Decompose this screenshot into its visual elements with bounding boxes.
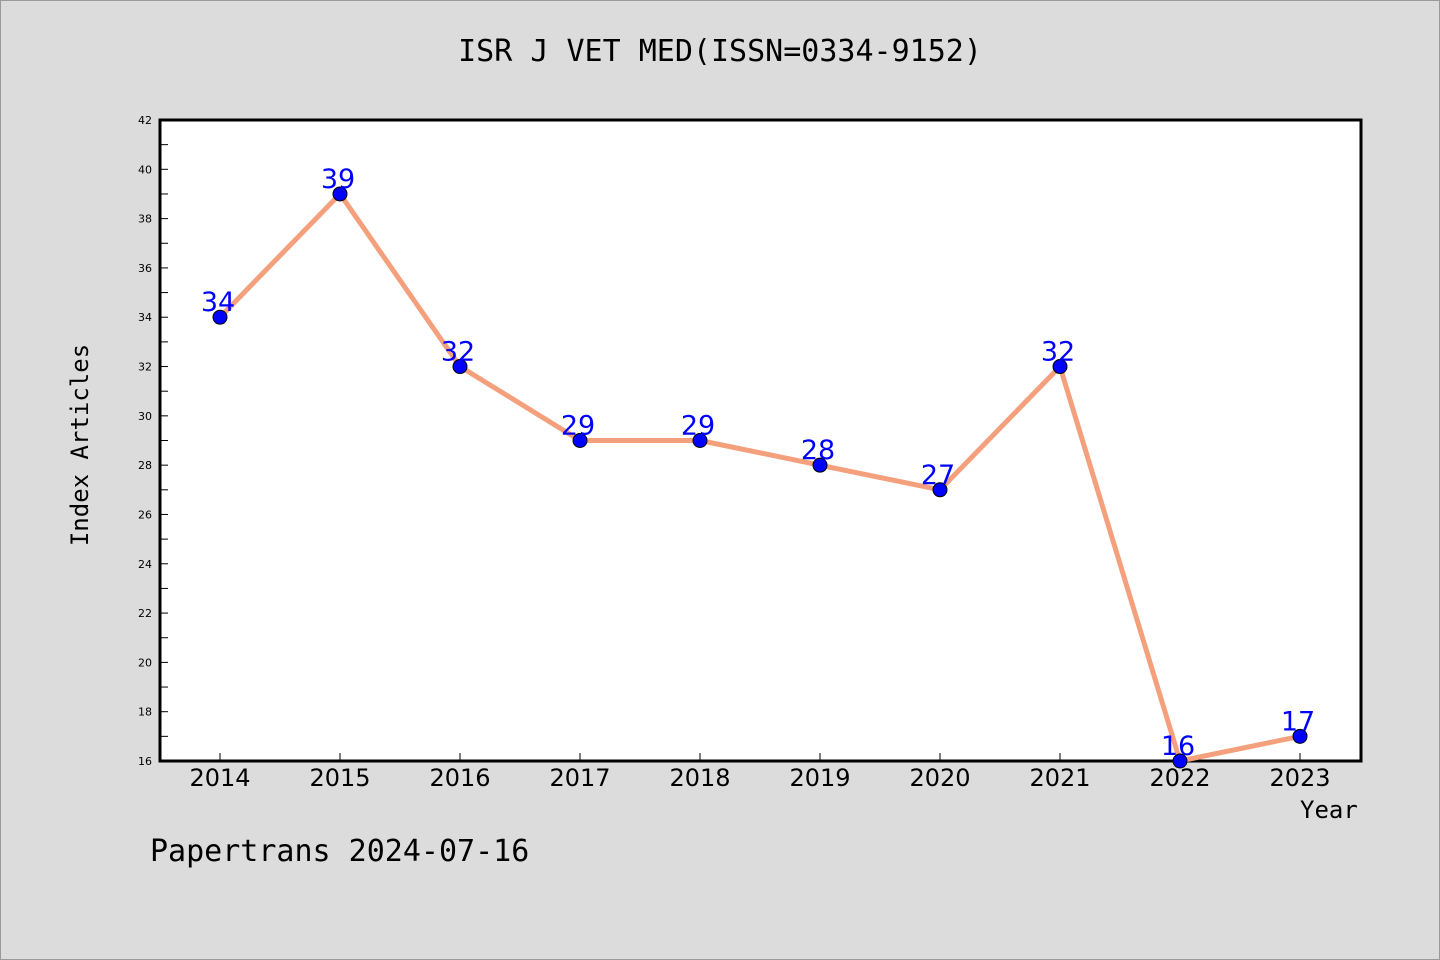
series-line <box>218 191 1301 764</box>
data-labels-group: 34 39 32 29 29 28 27 32 16 17 <box>201 164 1315 762</box>
data-label: 29 <box>681 411 715 442</box>
data-label: 16 <box>1161 731 1195 762</box>
y-tick-label: 16 <box>138 755 152 768</box>
x-tick-label: 2015 <box>309 764 370 792</box>
y-tick-label: 42 <box>138 114 152 127</box>
data-point-marker <box>452 359 468 375</box>
data-point-marker <box>1292 728 1308 744</box>
y-tick-label: 26 <box>138 508 152 521</box>
y-tick-label: 18 <box>138 706 152 719</box>
x-axis: 2014 2015 2016 2017 2018 2019 2020 2021 2022 2023 <box>189 753 1331 792</box>
data-point-marker <box>692 433 708 448</box>
data-point-marker <box>932 482 948 498</box>
data-point-marker <box>812 457 828 473</box>
y-tick-label: 38 <box>138 213 152 226</box>
y-tick-label: 30 <box>138 410 152 423</box>
y-tick-label: 32 <box>138 361 152 374</box>
x-tick-label: 2023 <box>1269 764 1330 792</box>
x-tick-label: 2016 <box>429 764 490 792</box>
x-tick-label: 2018 <box>669 764 730 792</box>
y-tick-label: 34 <box>138 311 152 324</box>
chart-title: ISR J VET MED(ISSN=0334-9152) <box>458 34 982 69</box>
data-label: 27 <box>921 460 955 491</box>
x-tick-label: 2014 <box>189 764 250 792</box>
y-axis: 16 18 20 22 24 26 28 30 32 34 36 38 40 42 <box>138 114 168 768</box>
data-label: 32 <box>441 337 475 368</box>
y-tick-label: 36 <box>138 262 152 275</box>
data-label: 39 <box>321 164 355 195</box>
x-tick-label: 2021 <box>1029 764 1090 792</box>
data-label: 17 <box>1281 706 1315 737</box>
data-point-marker <box>332 186 348 202</box>
data-point-marker <box>572 433 588 448</box>
x-tick-label: 2020 <box>909 764 970 792</box>
data-point-marker <box>212 309 228 325</box>
data-point-marker <box>1052 359 1068 375</box>
y-tick-label: 28 <box>138 459 152 472</box>
x-tick-label: 2022 <box>1149 764 1210 792</box>
data-point-marker <box>1172 753 1188 769</box>
markers-group <box>212 186 1308 769</box>
series-group <box>218 191 1301 764</box>
x-axis-label: Year <box>1300 796 1358 824</box>
data-label: 29 <box>561 411 595 442</box>
y-tick-label: 20 <box>138 656 152 669</box>
data-label: 32 <box>1041 337 1075 368</box>
footer-credit: Papertrans 2024-07-16 <box>150 834 530 869</box>
x-tick-label: 2019 <box>789 764 850 792</box>
x-tick-label: 2017 <box>549 764 610 792</box>
y-tick-label: 24 <box>138 558 152 571</box>
y-tick-label: 40 <box>138 163 152 176</box>
data-label: 34 <box>201 287 235 318</box>
y-tick-label: 22 <box>138 607 152 620</box>
data-label: 28 <box>801 435 835 466</box>
plot-area <box>158 118 1363 763</box>
